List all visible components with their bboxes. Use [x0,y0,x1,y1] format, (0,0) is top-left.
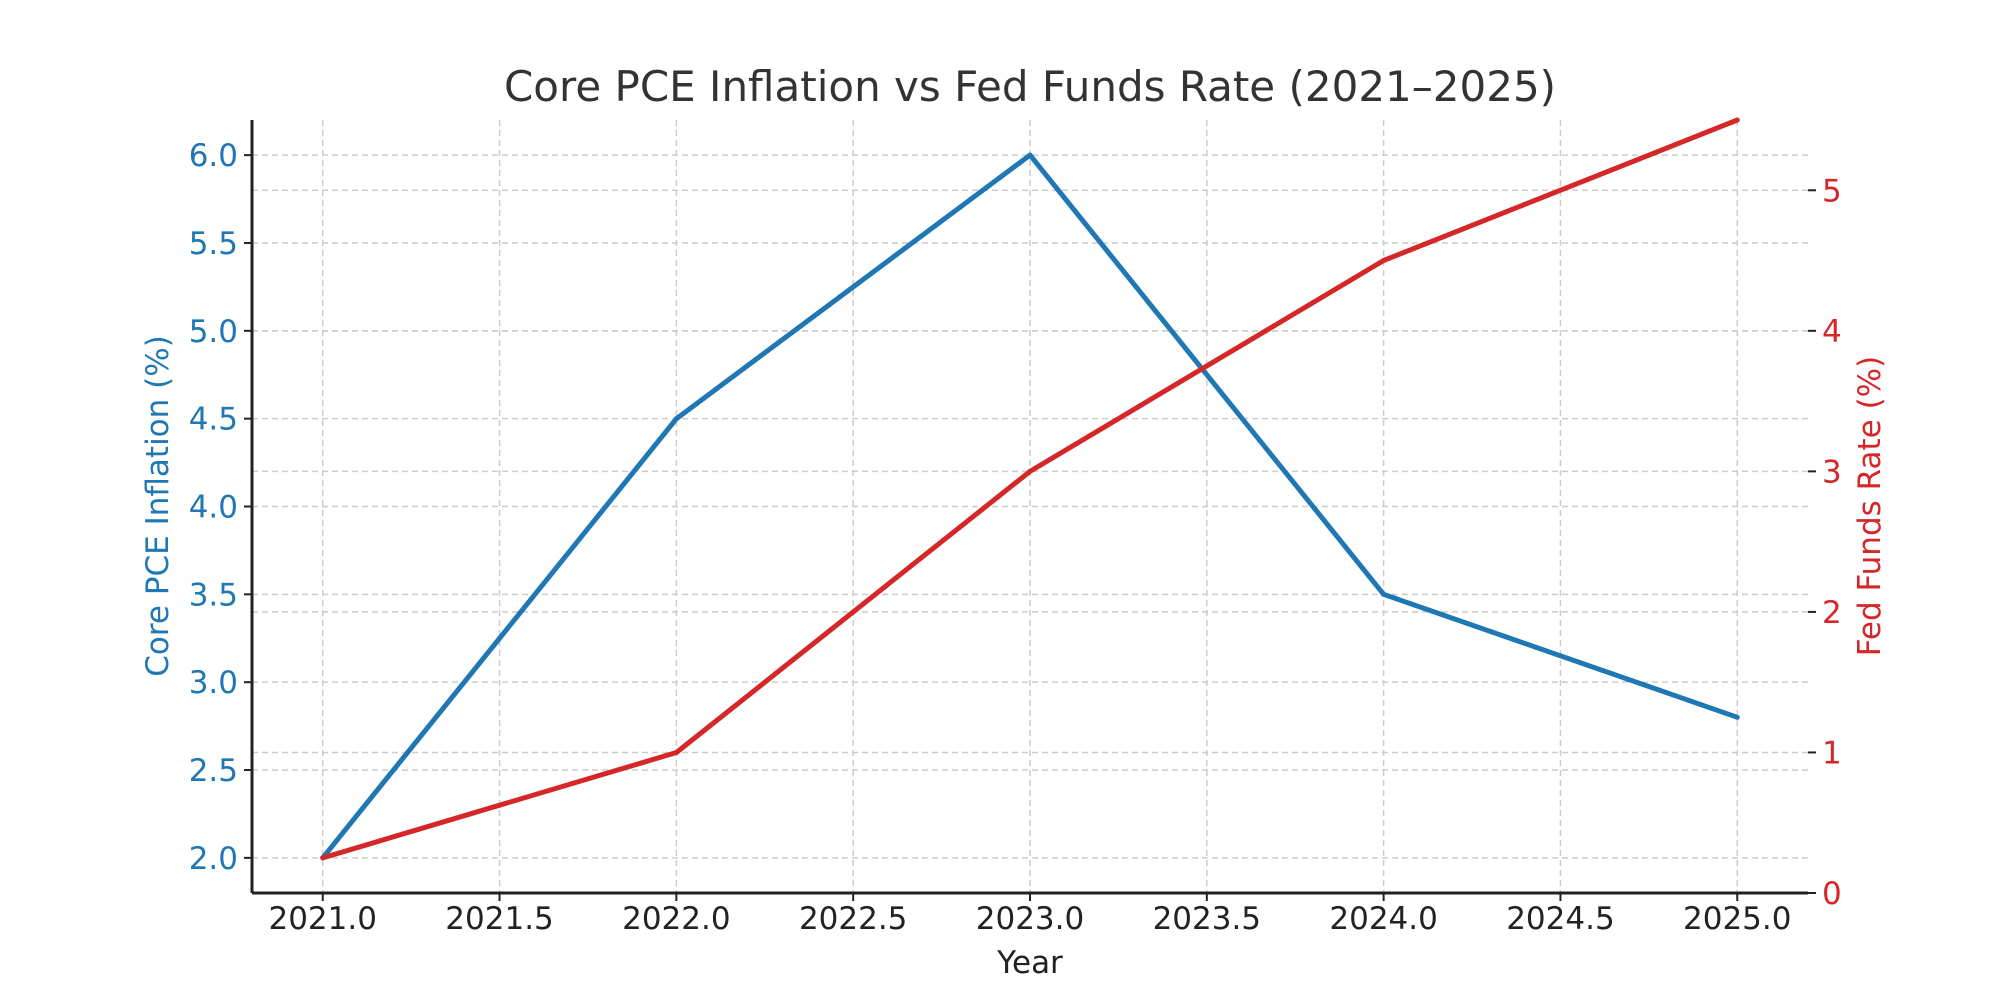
left-y-tick-label: 3.0 [189,665,238,701]
chart-title: Core PCE Inflation vs Fed Funds Rate (20… [504,62,1556,111]
x-tick-label: 2022.0 [622,901,730,937]
core-pce-point [1734,714,1740,720]
left-y-tick-label: 5.0 [189,314,238,350]
right-y-tick-label: 4 [1822,314,1842,350]
x-tick-label: 2023.0 [976,901,1084,937]
x-tick-label: 2023.5 [1153,901,1261,937]
x-axis-label: Year [996,945,1063,981]
series-layer [320,117,1740,861]
core-pce-point [1381,591,1387,597]
fed-funds-point [1734,117,1740,123]
right-y-axis-ticks: 0 1 2 3 4 5 [1808,173,1842,912]
right-y-tick-label: 3 [1822,454,1842,490]
right-y-tick-label: 1 [1822,735,1842,771]
core-pce-point [673,416,679,422]
left-y-tick-label: 4.5 [189,402,238,438]
left-y-tick-label: 6.0 [189,138,238,174]
grid [252,120,1808,894]
left-y-tick-label: 4.0 [189,490,238,526]
x-tick-label: 2025.0 [1683,901,1791,937]
left-y-axis-ticks: 2.0 2.5 3.0 3.5 4.0 4.5 5.0 5.5 6.0 [189,138,252,877]
x-axis-ticks: 2021.0 2021.5 2022.0 2022.5 2023.0 2023.5 2024… [268,893,1792,937]
fed-funds-point [673,749,679,755]
fed-funds-point [1381,258,1387,264]
right-y-tick-label: 2 [1822,595,1842,631]
right-y-axis-label: Fed Funds Rate (%) [1852,356,1888,656]
right-y-tick-label: 5 [1822,173,1842,209]
right-y-tick-label: 0 [1822,876,1842,912]
left-y-tick-label: 3.5 [189,577,238,613]
left-y-tick-label: 2.0 [189,841,238,877]
left-y-tick-label: 5.5 [189,226,238,262]
fed-funds-point [320,855,326,861]
left-y-tick-label: 2.5 [189,753,238,789]
x-tick-label: 2024.5 [1506,901,1614,937]
left-y-axis-label: Core PCE Inflation (%) [140,335,176,677]
core-pce-point [1027,152,1033,158]
x-tick-label: 2022.5 [799,901,907,937]
x-tick-label: 2021.0 [268,901,376,937]
x-tick-label: 2021.5 [445,901,553,937]
x-tick-label: 2024.0 [1329,901,1437,937]
fed-funds-point [1027,468,1033,474]
